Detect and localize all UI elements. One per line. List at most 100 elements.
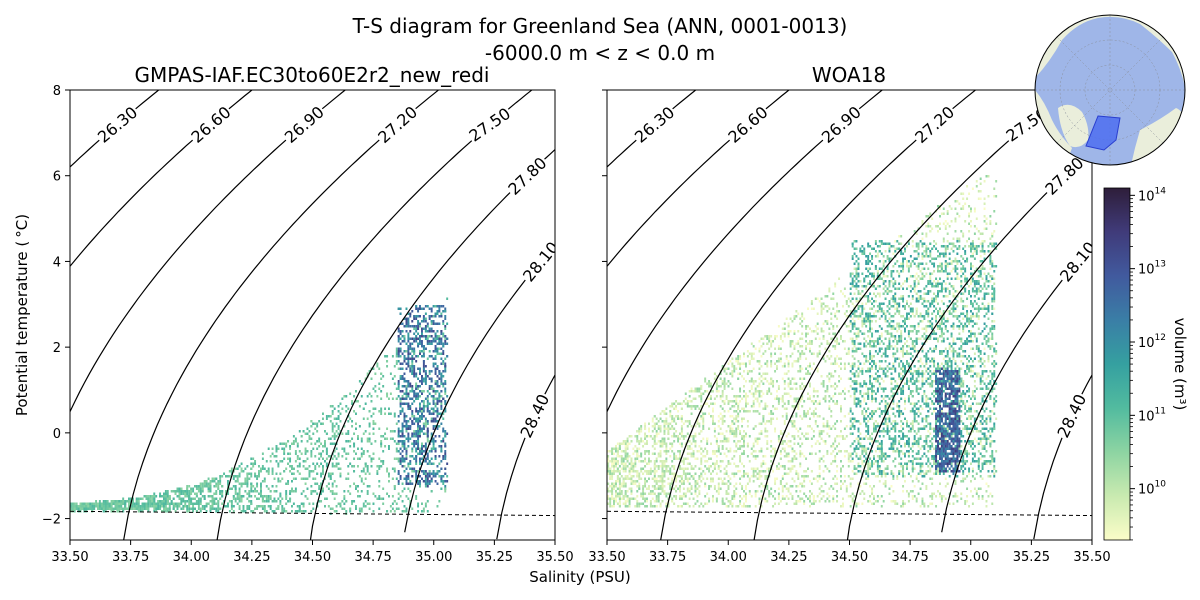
ts-cell xyxy=(391,495,394,498)
ts-cell xyxy=(630,487,633,490)
ts-cell xyxy=(882,262,885,265)
ts-cell xyxy=(106,505,109,508)
ts-cell xyxy=(279,480,282,483)
ts-cell xyxy=(962,292,965,295)
ts-cell xyxy=(155,505,158,508)
ts-cell xyxy=(663,422,666,425)
ts-cell xyxy=(227,480,229,483)
ts-cell xyxy=(81,507,84,510)
ts-cell xyxy=(413,315,416,318)
ts-cell xyxy=(440,395,443,398)
ts-cell xyxy=(403,415,406,418)
ts-cell xyxy=(931,495,934,498)
ts-cell xyxy=(380,440,383,443)
ts-cell xyxy=(403,440,406,443)
ts-cell xyxy=(116,507,119,510)
ts-cell xyxy=(314,477,317,480)
ts-cell xyxy=(401,352,404,355)
ts-cell xyxy=(884,480,887,483)
ts-cell xyxy=(397,337,400,340)
ts-cell xyxy=(442,430,445,433)
ts-cell xyxy=(624,442,627,445)
ts-cell xyxy=(430,310,433,313)
ts-cell xyxy=(273,500,276,503)
ts-cell xyxy=(746,355,749,358)
ts-cell xyxy=(141,502,144,505)
ts-cell xyxy=(327,415,330,418)
ts-cell xyxy=(351,420,354,423)
ts-cell xyxy=(419,482,421,485)
ts-cell xyxy=(207,482,210,485)
ts-cell xyxy=(184,505,187,508)
ts-cell xyxy=(626,447,629,450)
ts-cell xyxy=(940,332,943,335)
ts-cell xyxy=(306,440,309,443)
ts-cell xyxy=(952,502,955,505)
ts-cell xyxy=(789,485,792,488)
ts-cell xyxy=(638,432,641,435)
ts-cell xyxy=(355,485,357,488)
ts-cell xyxy=(386,470,389,473)
ts-cell xyxy=(333,492,336,495)
ts-cell xyxy=(147,502,150,505)
ts-cell xyxy=(902,295,905,298)
ts-cell xyxy=(236,467,239,470)
ts-cell xyxy=(411,442,414,445)
ts-cell xyxy=(405,457,408,460)
ts-cell xyxy=(405,330,408,333)
ts-cell xyxy=(413,422,416,425)
ts-cell xyxy=(855,437,858,440)
ts-cell xyxy=(139,510,142,513)
ts-cell xyxy=(230,502,233,505)
ts-cell xyxy=(403,465,406,468)
ts-cell xyxy=(430,490,433,493)
ts-cell xyxy=(349,507,352,510)
ts-cell xyxy=(940,312,943,315)
ts-cell xyxy=(141,507,144,510)
ts-cell xyxy=(417,430,420,433)
ts-cell xyxy=(723,385,726,388)
ts-cell xyxy=(265,510,268,513)
ts-cell xyxy=(114,507,117,510)
ts-cell xyxy=(322,487,324,490)
ts-cell xyxy=(797,475,800,478)
ts-cell xyxy=(939,215,941,218)
ts-cell xyxy=(700,440,703,443)
ts-cell xyxy=(840,485,842,488)
ts-cell xyxy=(397,352,400,355)
ts-cell xyxy=(882,287,885,290)
ts-cell xyxy=(178,505,181,508)
ts-cell xyxy=(960,360,963,363)
plot-obs: 26.30 26.60 26.90 27.20 27.5027.8028.1028.40… xyxy=(588,89,1111,565)
ts-cell xyxy=(422,327,425,330)
ts-cell xyxy=(188,500,191,503)
ts-cell xyxy=(733,440,736,443)
ts-cell xyxy=(801,345,804,348)
ts-cell xyxy=(275,485,278,488)
ts-cell xyxy=(832,362,835,365)
ts-cell xyxy=(201,505,204,508)
ts-cell xyxy=(715,382,718,385)
ts-cell xyxy=(194,507,196,510)
ts-cell xyxy=(296,442,299,445)
ts-cell xyxy=(436,400,439,403)
ts-cell xyxy=(446,432,449,435)
ts-cell xyxy=(793,345,796,348)
ts-cell xyxy=(758,395,761,398)
ts-cell xyxy=(236,475,239,478)
ts-cell xyxy=(669,482,672,485)
ts-cell xyxy=(954,295,957,298)
ts-cell xyxy=(923,327,926,330)
ts-cell xyxy=(818,457,821,460)
ts-cell xyxy=(442,385,445,388)
ts-cell xyxy=(401,460,404,463)
ts-cell xyxy=(787,330,790,333)
ts-cell xyxy=(285,482,288,485)
ts-cell xyxy=(403,360,406,363)
ts-cell xyxy=(417,337,420,340)
ts-cell xyxy=(337,415,340,418)
ts-cell xyxy=(426,330,429,333)
ts-cell xyxy=(413,470,416,473)
ts-cell xyxy=(428,392,431,395)
ts-cell xyxy=(364,472,367,475)
